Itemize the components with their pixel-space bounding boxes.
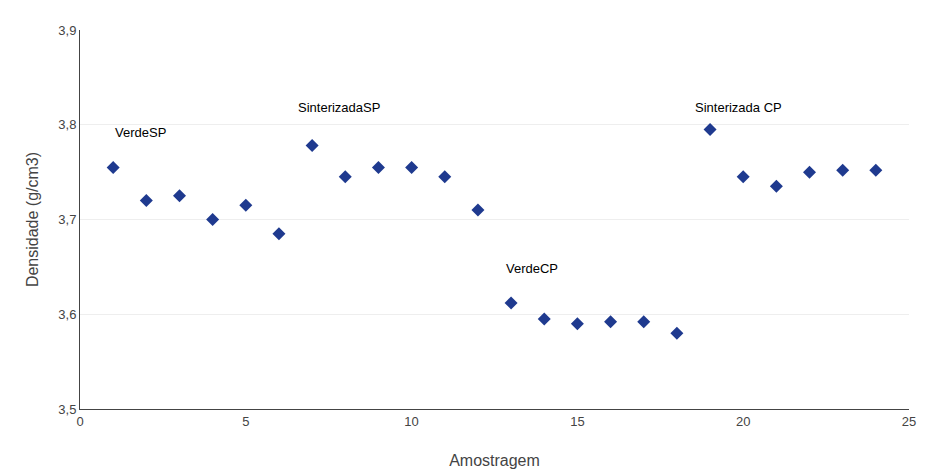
svg-text:3,6: 3,6 — [58, 307, 76, 322]
svg-text:3,8: 3,8 — [58, 117, 76, 132]
svg-text:10: 10 — [404, 414, 418, 429]
svg-text:SinterizadaSP: SinterizadaSP — [298, 100, 380, 115]
svg-text:VerdeCP: VerdeCP — [506, 261, 558, 276]
svg-text:VerdeSP: VerdeSP — [115, 125, 166, 140]
svg-text:25: 25 — [902, 414, 916, 429]
svg-text:Amostragem: Amostragem — [449, 452, 540, 469]
svg-text:15: 15 — [570, 414, 584, 429]
svg-text:Densidade (g/cm3): Densidade (g/cm3) — [24, 152, 41, 287]
svg-text:3,5: 3,5 — [58, 402, 76, 417]
svg-text:20: 20 — [736, 414, 750, 429]
svg-text:5: 5 — [242, 414, 249, 429]
svg-text:3,9: 3,9 — [58, 23, 76, 38]
svg-text:0: 0 — [76, 414, 83, 429]
svg-text:Sinterizada CP: Sinterizada CP — [695, 100, 782, 115]
svg-text:3,7: 3,7 — [58, 212, 76, 227]
